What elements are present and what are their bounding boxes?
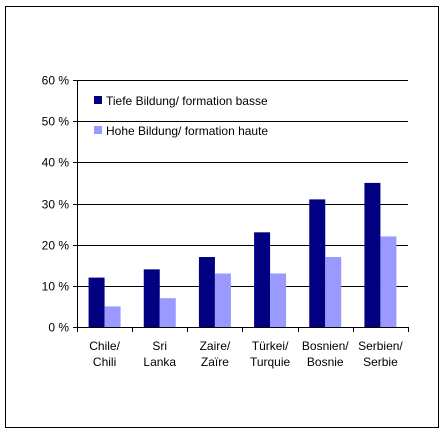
legend-label: Tiefe Bildung/ formation basse — [106, 94, 268, 108]
x-tick-label: Bosnie — [307, 355, 344, 369]
bar-tiefe-1 — [143, 269, 160, 327]
y-tick-labels: 0 % 10 % 20 % 30 % 40 % 50 % 60 % — [42, 74, 70, 335]
x-tick-label: Lanka — [143, 355, 176, 369]
legend: Tiefe Bildung/ formation basse Hohe Bildu… — [94, 92, 273, 138]
x-tick-label: Serbie — [363, 355, 398, 369]
x-tick-label: Bosnien/ — [302, 339, 349, 353]
bar-hohe-3 — [270, 273, 287, 327]
bars — [88, 182, 397, 327]
bar-hohe-5 — [380, 236, 397, 327]
y-tick-label: 30 % — [42, 198, 70, 212]
bar-tiefe-5 — [364, 182, 381, 327]
y-tick-label: 40 % — [42, 156, 70, 170]
bar-tiefe-2 — [198, 257, 215, 327]
legend-swatch-1 — [94, 126, 102, 134]
bar-tiefe-0 — [88, 277, 105, 327]
y-tick-label: 60 % — [42, 74, 70, 88]
bar-tiefe-3 — [254, 232, 271, 327]
x-tick-label: Chile/ — [89, 339, 120, 353]
x-tick-label: Türkei/ — [252, 339, 289, 353]
bar-hohe-2 — [214, 273, 231, 327]
legend-label-bg-0 — [104, 92, 272, 108]
y-tick-label: 50 % — [42, 115, 70, 129]
x-tick-label: Zaire/ — [200, 339, 231, 353]
grid-lines — [77, 80, 408, 287]
axes — [73, 80, 409, 332]
legend-label: Hohe Bildung/ formation haute — [106, 124, 268, 138]
x-tick-label: Serbien/ — [358, 339, 403, 353]
legend-swatch-0 — [94, 96, 102, 104]
bar-hohe-1 — [159, 298, 176, 327]
y-tick-label: 20 % — [42, 239, 70, 253]
bar-tiefe-4 — [309, 199, 326, 327]
x-tick-label: Sri — [152, 339, 167, 353]
x-tick-label: Turquie — [250, 355, 291, 369]
x-tick-label: Chili — [93, 355, 116, 369]
bar-hohe-4 — [325, 257, 342, 327]
y-tick-label: 0 % — [48, 321, 69, 335]
y-tick-label: 10 % — [42, 280, 70, 294]
bar-hohe-0 — [104, 306, 121, 327]
x-tick-labels: Chile/Chili Sri Lanka Zaire/Zaïre Türkei/Tur… — [89, 339, 403, 369]
x-tick-label: Zaïre — [201, 355, 229, 369]
legend-label-bg-1 — [104, 122, 273, 138]
